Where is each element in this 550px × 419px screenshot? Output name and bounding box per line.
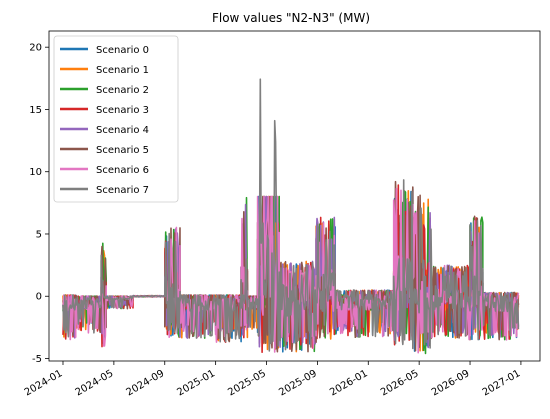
legend-label: Scenario 6 (96, 165, 149, 176)
legend: Scenario 0 Scenario 1 Scenario 2 Scenario 3… (53, 35, 179, 203)
legend-label: Scenario 3 (96, 105, 149, 116)
y-tick-label: 20 (29, 43, 42, 54)
legend-label: Scenario 1 (96, 65, 149, 76)
y-tick-label: 0 (36, 292, 42, 303)
legend-label: Scenario 0 (96, 45, 149, 56)
y-tick-label: 10 (29, 167, 42, 178)
legend-box (53, 35, 179, 203)
y-axis: -5 0 5 10 15 20 (29, 43, 49, 365)
legend-label: Scenario 7 (96, 185, 149, 196)
series-line-7 (62, 78, 520, 352)
y-tick-label: 15 (29, 105, 42, 116)
y-tick-label: -5 (32, 354, 42, 365)
legend-label: Scenario 4 (96, 125, 149, 136)
axes-frame (48, 30, 541, 362)
plot-area (62, 78, 520, 355)
legend-label: Scenario 2 (96, 85, 149, 96)
y-tick-label: 5 (36, 229, 42, 240)
chart-title: Flow values "N2-N3" (MW) (212, 11, 370, 25)
legend-label: Scenario 5 (96, 145, 149, 156)
